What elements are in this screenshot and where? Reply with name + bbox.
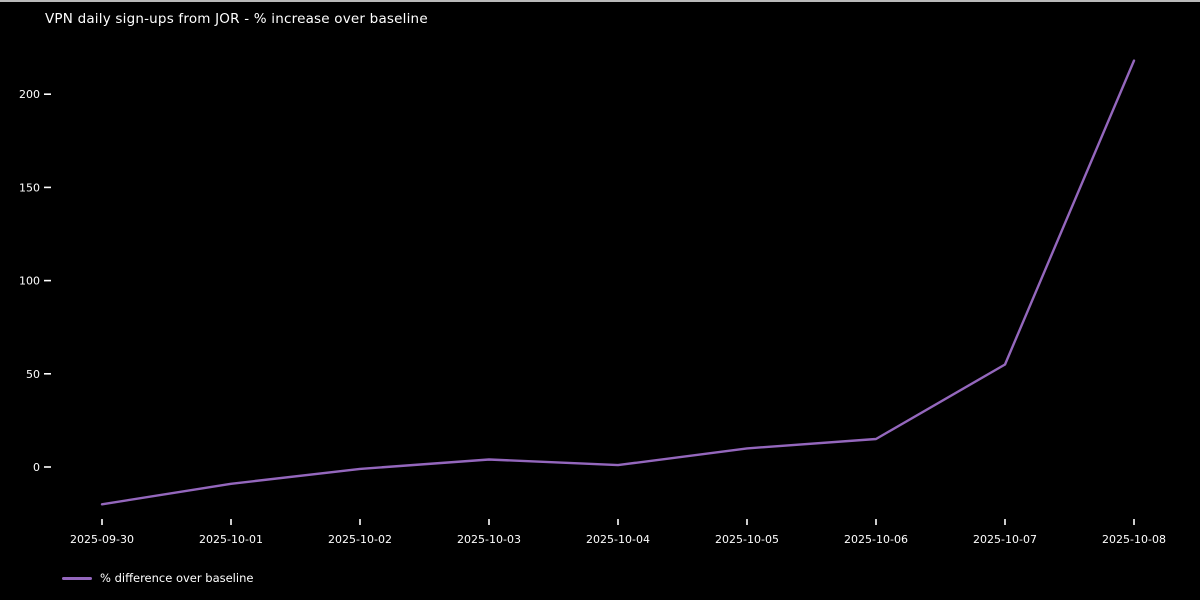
x-tick-label: 2025-10-08 — [1102, 533, 1166, 546]
y-tick-label: 200 — [19, 88, 40, 101]
y-tick-label: 0 — [33, 461, 40, 474]
y-tick-label: 50 — [26, 368, 40, 381]
x-tick-label: 2025-10-02 — [328, 533, 392, 546]
x-tick-label: 2025-10-06 — [844, 533, 908, 546]
x-tick-label: 2025-10-01 — [199, 533, 263, 546]
x-tick-label: 2025-10-04 — [586, 533, 650, 546]
legend-label: % difference over baseline — [100, 571, 254, 585]
x-tick-label: 2025-10-05 — [715, 533, 779, 546]
y-tick-label: 150 — [19, 181, 40, 194]
x-tick-label: 2025-10-03 — [457, 533, 521, 546]
y-tick-label: 100 — [19, 275, 40, 288]
chart-title: VPN daily sign-ups from JOR - % increase… — [45, 11, 428, 27]
x-tick-label: 2025-09-30 — [70, 533, 134, 546]
x-tick-label: 2025-10-07 — [973, 533, 1037, 546]
legend: % difference over baseline — [62, 571, 253, 585]
data-line-series — [100, 59, 1136, 506]
legend-line-swatch — [62, 576, 92, 580]
